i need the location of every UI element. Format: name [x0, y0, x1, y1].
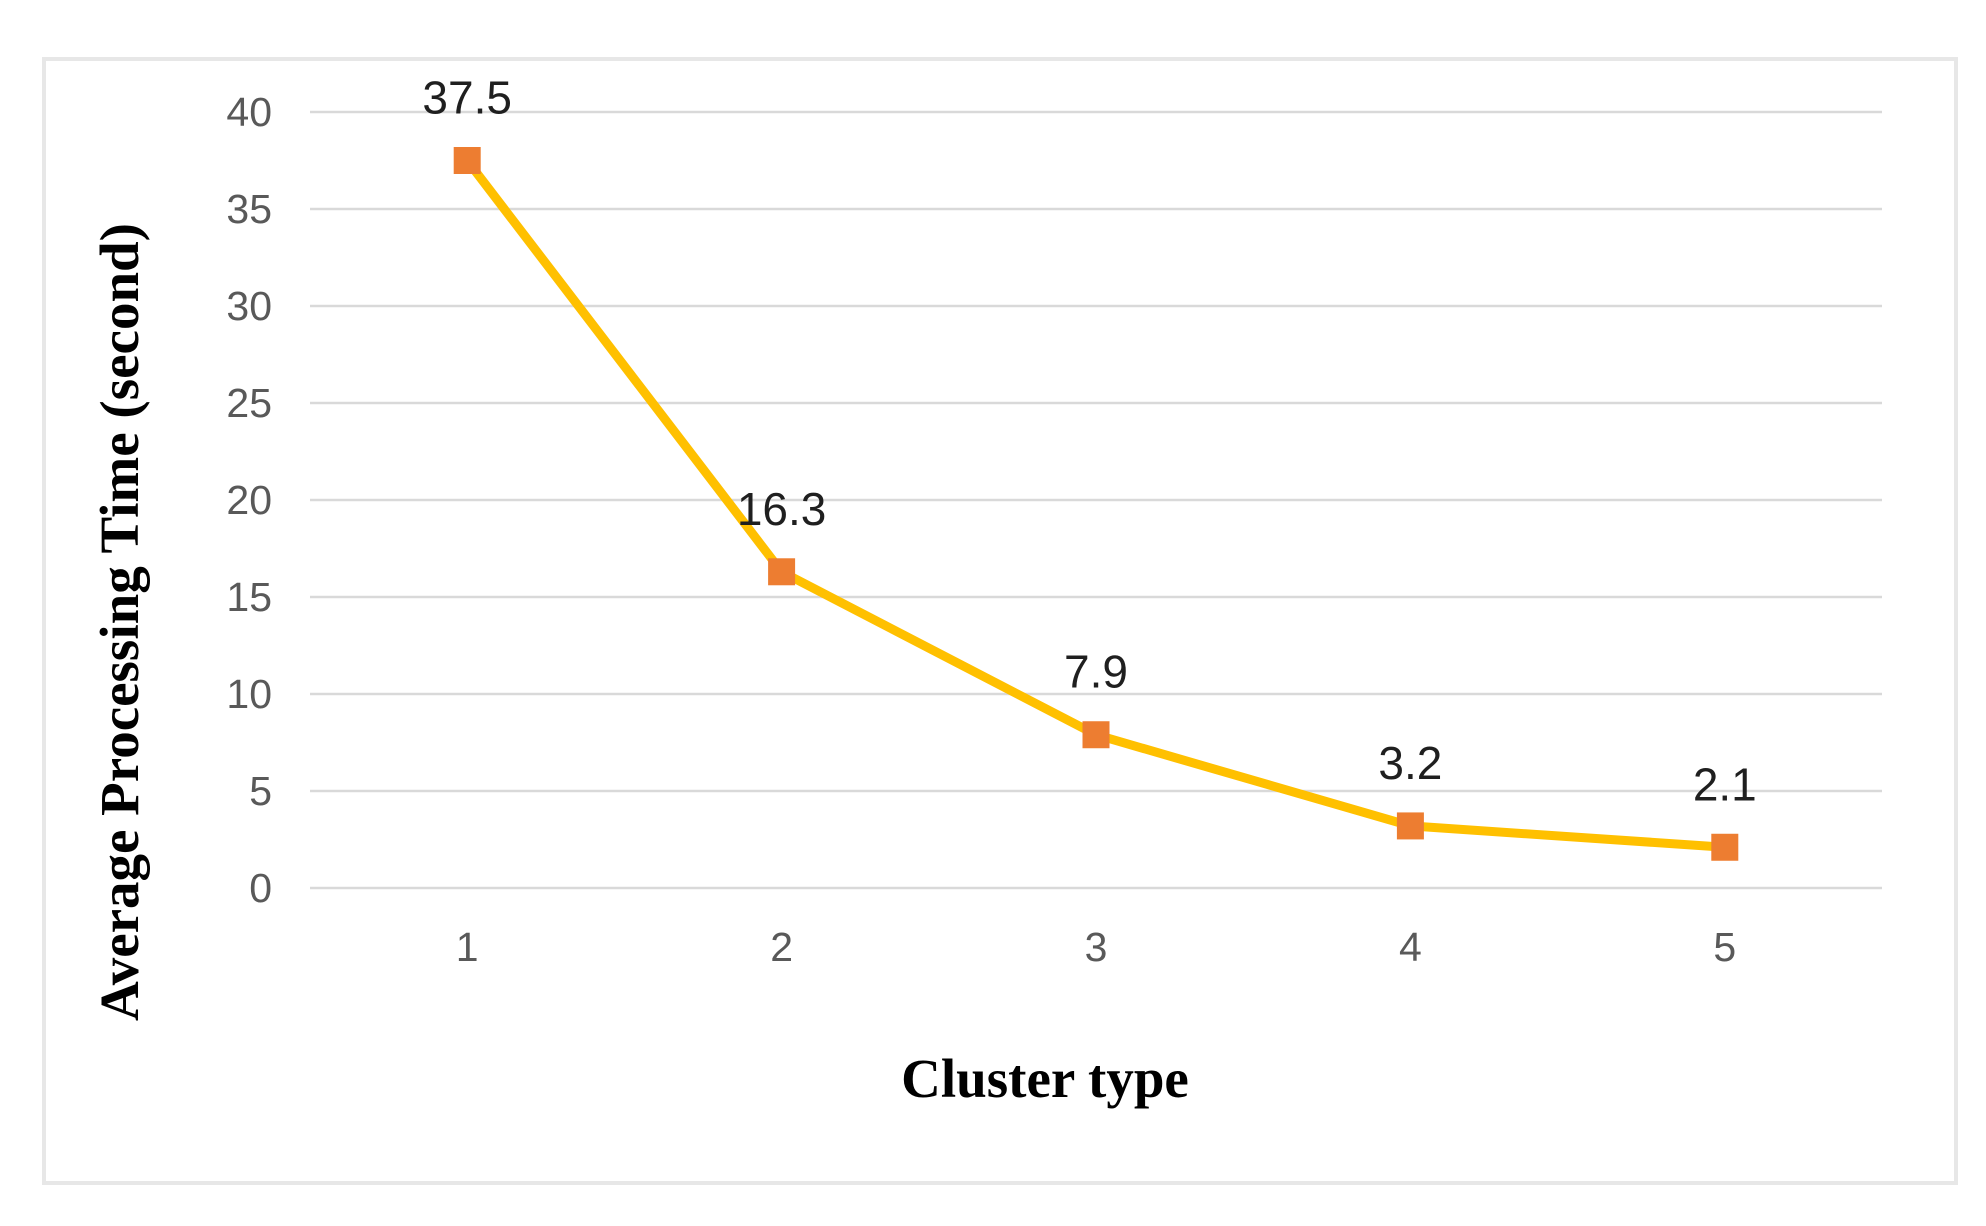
y-tick-label: 15: [226, 574, 272, 620]
x-axis-tick-labels: 1 2 3 4 5: [456, 924, 1736, 970]
x-tick-label: 5: [1713, 924, 1736, 970]
y-axis-tick-labels: 0 5 10 15 20 25 30 35 40: [226, 89, 272, 911]
data-point-marker: [768, 558, 796, 586]
y-tick-label: 10: [226, 671, 272, 717]
data-label: 37.5: [422, 72, 512, 124]
y-tick-label: 30: [226, 283, 272, 329]
x-tick-label: 2: [770, 924, 793, 970]
data-point-marker: [1082, 721, 1110, 749]
data-label: 3.2: [1378, 737, 1442, 789]
y-tick-label: 35: [226, 186, 272, 232]
x-tick-label: 1: [456, 924, 479, 970]
data-label: 2.1: [1693, 758, 1757, 810]
data-labels: 37.5 16.3 7.9 3.2 2.1: [422, 72, 1756, 811]
y-axis-title: Average Processing Time (second): [89, 223, 150, 1021]
y-tick-label: 20: [226, 477, 272, 523]
x-tick-label: 4: [1399, 924, 1422, 970]
x-tick-label: 3: [1085, 924, 1108, 970]
data-point-marker: [453, 147, 481, 174]
y-tick-label: 0: [249, 865, 272, 911]
x-axis-title: Cluster type: [901, 1048, 1189, 1109]
y-tick-label: 25: [226, 380, 272, 426]
gridlines: [310, 110, 1882, 890]
data-point-marker: [1396, 812, 1424, 840]
series-average-processing-time: [453, 147, 1739, 861]
data-point-marker: [1711, 833, 1739, 861]
figure-border: [42, 57, 1958, 1185]
y-tick-label: 5: [249, 768, 272, 814]
data-label: 16.3: [737, 483, 827, 535]
data-label: 7.9: [1064, 646, 1128, 698]
y-tick-label: 40: [226, 89, 272, 135]
